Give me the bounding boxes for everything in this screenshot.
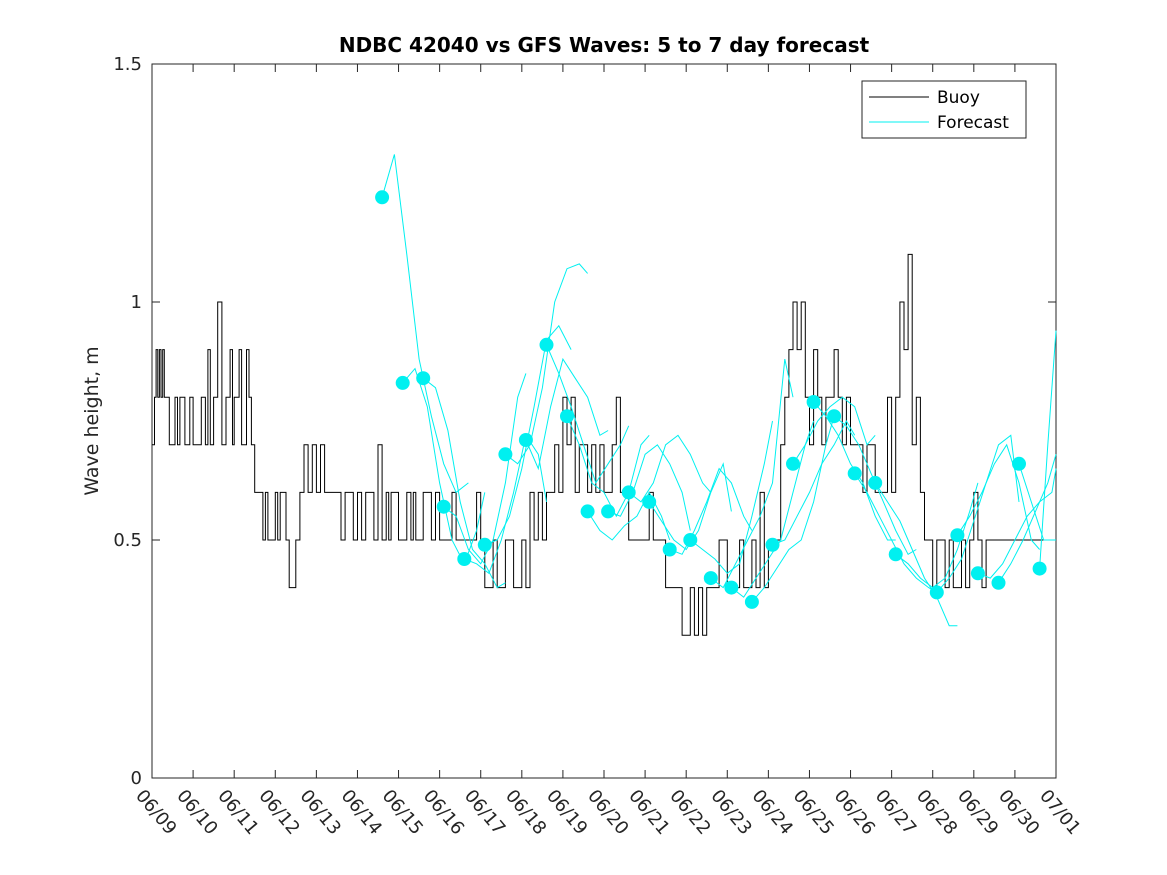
forecast-run-line-20 bbox=[772, 419, 856, 546]
forecast-marker bbox=[498, 447, 513, 462]
chart-title: NDBC 42040 vs GFS Waves: 5 to 7 day fore… bbox=[339, 33, 870, 57]
forecast-marker bbox=[621, 485, 636, 500]
forecast-marker bbox=[786, 456, 800, 471]
forecast-run-line-32 bbox=[1039, 330, 1057, 569]
forecast-marker bbox=[477, 537, 492, 552]
forecast-run-line-21 bbox=[792, 396, 876, 465]
forecast-run-line-27 bbox=[936, 434, 1020, 593]
forecast-run-line-9 bbox=[546, 344, 630, 485]
forecast-run-line-28 bbox=[956, 443, 1040, 550]
y-tick-label: 1 bbox=[131, 292, 142, 313]
y-tick-label: 1.5 bbox=[113, 54, 142, 75]
forecast-run-line-3 bbox=[422, 377, 506, 589]
forecast-run-line-26 bbox=[895, 482, 979, 589]
forecast-run-line-10 bbox=[566, 416, 650, 518]
forecast-marker bbox=[847, 466, 862, 481]
forecast-marker bbox=[991, 575, 1006, 590]
forecast-marker bbox=[950, 528, 965, 543]
y-tick-label: 0.5 bbox=[113, 530, 142, 551]
y-tick-label: 0 bbox=[131, 768, 142, 789]
forecast-marker bbox=[970, 566, 985, 581]
forecast-marker bbox=[724, 580, 739, 595]
axes-box bbox=[151, 63, 1057, 779]
legend-label-buoy: Buoy bbox=[937, 88, 980, 108]
forecast-marker bbox=[827, 409, 842, 424]
forecast-marker bbox=[560, 409, 574, 424]
forecast-run-line-19 bbox=[751, 416, 835, 603]
forecast-run-line-8 bbox=[525, 357, 609, 471]
forecast-marker bbox=[375, 190, 390, 205]
forecast-marker bbox=[601, 504, 616, 519]
forecast-marker bbox=[888, 547, 903, 562]
forecast-marker bbox=[683, 533, 698, 547]
forecast-marker bbox=[929, 585, 944, 600]
forecast-run-line-25 bbox=[874, 482, 958, 627]
forecast-run-line-29 bbox=[977, 468, 1057, 579]
forecast-marker bbox=[1032, 561, 1047, 576]
forecast-run-line-5 bbox=[464, 434, 547, 575]
forecast-marker bbox=[744, 594, 759, 609]
forecast-run-line-1 bbox=[381, 154, 469, 494]
forecast-marker bbox=[642, 494, 657, 509]
forecast-run-line-4 bbox=[443, 373, 527, 565]
forecast-marker bbox=[457, 552, 472, 566]
plot-area: 00.511.5 06/0906/1006/1106/1206/1306/140… bbox=[113, 54, 1084, 839]
forecast-run-line-15 bbox=[669, 467, 753, 555]
forecast-markers bbox=[375, 190, 1047, 609]
forecast-run-line-31 bbox=[1018, 463, 1056, 541]
forecast-marker bbox=[806, 395, 821, 409]
forecast-marker bbox=[518, 433, 533, 447]
forecast-marker bbox=[580, 504, 595, 519]
forecast-marker bbox=[539, 337, 554, 352]
forecast-run-line-11 bbox=[587, 491, 671, 541]
forecast-marker bbox=[703, 571, 718, 586]
forecast-marker bbox=[416, 371, 431, 386]
forecast-run-line-17 bbox=[710, 358, 794, 589]
forecast-marker bbox=[765, 537, 780, 552]
legend-label-forecast: Forecast bbox=[937, 113, 1009, 133]
forecast-marker bbox=[868, 475, 883, 490]
legend: Buoy Forecast bbox=[861, 80, 1027, 139]
forecast-marker bbox=[395, 375, 410, 390]
forecast-run-line-12 bbox=[607, 444, 691, 531]
forecast-marker bbox=[436, 499, 451, 514]
y-axis-label: Wave height, m bbox=[81, 346, 103, 495]
forecast-marker bbox=[662, 542, 677, 557]
legend-box bbox=[861, 80, 1027, 139]
forecast-marker bbox=[1012, 456, 1026, 471]
forecast-run-line-30 bbox=[998, 454, 1057, 584]
